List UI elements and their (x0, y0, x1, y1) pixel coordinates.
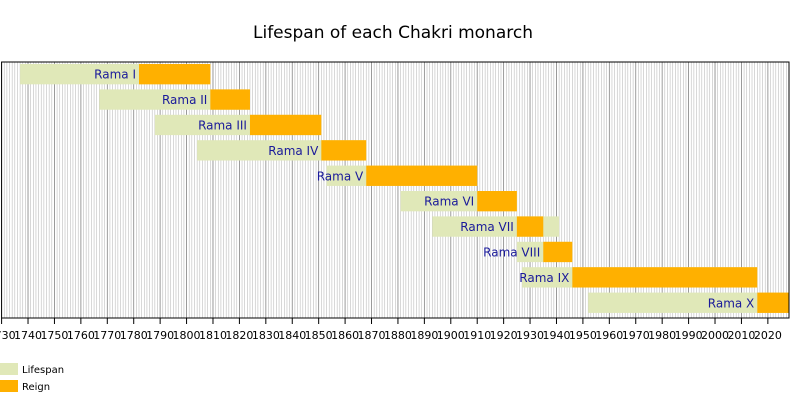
monarch-label: Rama IX (519, 271, 569, 285)
x-tick-label: 1790 (146, 329, 174, 342)
x-tick-label: 1980 (648, 329, 676, 342)
monarch-label: Rama VIII (483, 245, 540, 259)
monarch-label: Rama VI (424, 195, 474, 209)
x-tick-label: 1800 (173, 329, 201, 342)
x-tick-label: 1860 (331, 329, 359, 342)
x-tick-label: 1870 (358, 329, 386, 342)
monarch-label: Rama I (94, 68, 136, 82)
x-tick-label: 1730 (0, 329, 16, 342)
reign-bar (543, 241, 573, 263)
x-tick-label: 1740 (14, 329, 42, 342)
plot-frame (1, 61, 790, 319)
legend-swatch (0, 363, 18, 375)
x-tick-label: 1890 (410, 329, 438, 342)
x-tick-label: 2010 (727, 329, 755, 342)
monarch-label: Rama II (162, 93, 207, 107)
x-tick-label: 1900 (437, 329, 465, 342)
x-tick-label: 1840 (278, 329, 306, 342)
reign-bar (210, 89, 250, 110)
lifespan-bar (588, 292, 789, 313)
x-tick-label: 1940 (542, 329, 570, 342)
x-tick-label: 2000 (701, 329, 729, 342)
reign-bar (366, 165, 478, 186)
x-tick-label: 1750 (40, 329, 68, 342)
x-tick-label: 1910 (463, 329, 491, 342)
x-tick-label: 1880 (384, 329, 412, 342)
reign-bar (249, 114, 322, 136)
legend-label: Lifespan (22, 365, 64, 376)
reign-bar (477, 191, 517, 212)
legend-label: Reign (22, 382, 50, 393)
x-tick-label: 1930 (516, 329, 544, 342)
x-tick-label: 1830 (252, 329, 280, 342)
reign-bar (516, 216, 544, 237)
reign-bar (572, 267, 758, 288)
x-tick-label: 1950 (569, 329, 597, 342)
monarch-label: Rama IV (268, 144, 319, 158)
x-tick-label: 1920 (490, 329, 518, 342)
x-tick-label: 1820 (225, 329, 253, 342)
chart-title: Lifespan of each Chakri monarch (253, 23, 533, 43)
x-tick-label: 1760 (67, 329, 95, 342)
x-tick-label: 1960 (595, 329, 623, 342)
x-tick-label: 1780 (120, 329, 148, 342)
x-tick-label: 2020 (754, 329, 782, 342)
monarch-label: Rama X (708, 296, 755, 310)
x-tick-label: 1850 (305, 329, 333, 342)
monarch-label: Rama III (198, 118, 247, 132)
monarch-label: Rama VII (460, 220, 514, 234)
reign-bar (757, 292, 789, 313)
x-tick-label: 1990 (675, 329, 703, 342)
reign-bar (321, 140, 367, 161)
x-tick-label: 1970 (622, 329, 650, 342)
reign-bar (138, 64, 211, 85)
legend-swatch (0, 380, 18, 392)
x-tick-label: 1770 (93, 329, 121, 342)
monarch-label: Rama V (317, 169, 364, 183)
x-tick-label: 1810 (199, 329, 227, 342)
